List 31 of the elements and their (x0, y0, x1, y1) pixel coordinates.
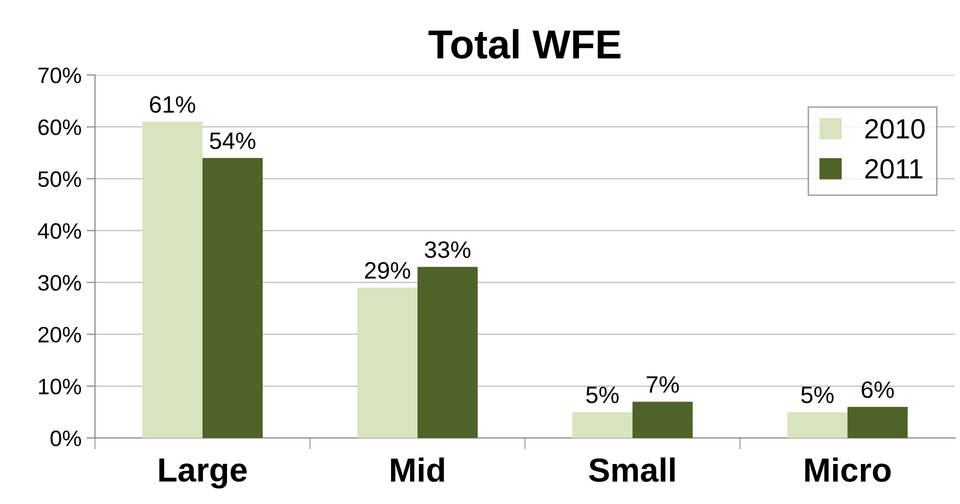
data-label: 61% (150, 96, 196, 113)
x-tick-label: Micro (805, 457, 891, 482)
y-tick-label: 20% (38, 326, 82, 343)
data-label: 5% (801, 386, 834, 404)
legend-label: 2010 (865, 119, 925, 139)
data-label: 29% (364, 262, 410, 279)
y-tick-label: 10% (39, 378, 82, 394)
y-tick-label: 30% (38, 274, 82, 291)
data-label: 6% (862, 381, 894, 398)
y-tick-label: 50% (38, 171, 82, 187)
y-tick-label: 40% (38, 223, 82, 239)
bar (142, 122, 202, 438)
bar (632, 402, 693, 438)
y-tick-label: 70% (38, 68, 82, 84)
chart-title: Total WFE (428, 29, 620, 59)
x-tick-label: Small (588, 457, 675, 482)
data-label: 54% (210, 132, 256, 150)
y-tick-label: 0% (50, 430, 82, 446)
bar (787, 412, 848, 438)
bar (848, 406, 908, 438)
data-label: 7% (646, 376, 679, 393)
data-label: 5% (586, 386, 619, 404)
x-tick-label: Large (159, 458, 247, 489)
legend-label: 2011 (865, 158, 922, 179)
bar (202, 158, 263, 438)
bar (357, 288, 418, 438)
y-tick-label: 60% (38, 119, 82, 136)
data-label: 33% (424, 241, 470, 258)
bar (572, 412, 632, 438)
x-tick-label: Mid (391, 457, 444, 482)
bar (418, 266, 478, 438)
